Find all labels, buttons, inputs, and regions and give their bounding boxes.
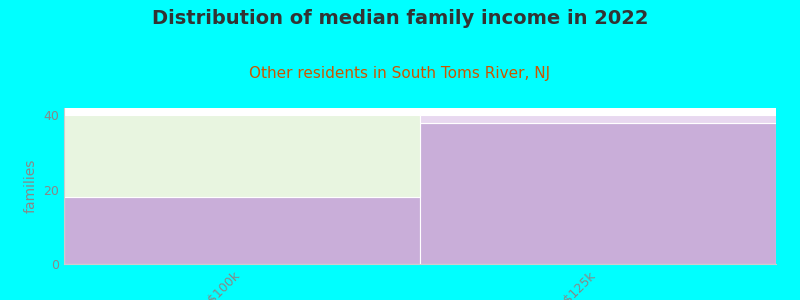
Bar [64,197,420,264]
Text: Distribution of median family income in 2022: Distribution of median family income in … [152,9,648,28]
Bar [64,116,420,197]
Bar [420,123,776,264]
Y-axis label: families: families [24,159,38,213]
Bar [420,116,776,123]
Text: Other residents in South Toms River, NJ: Other residents in South Toms River, NJ [250,66,550,81]
